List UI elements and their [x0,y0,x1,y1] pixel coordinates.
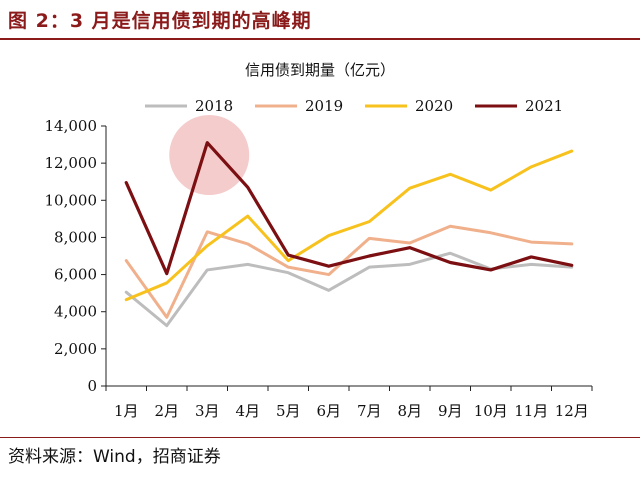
series-line-2021 [124,141,574,276]
x-tick-label: 12月 [555,402,589,420]
x-tick-label: 10月 [474,402,508,420]
x-tick-label: 11月 [514,402,548,420]
x-tick-label: 5月 [276,402,301,420]
x-tick-label: 9月 [438,402,463,420]
x-tick-label: 6月 [316,402,341,420]
figure-title: 图 2：3 月是信用债到期的高峰期 [8,10,312,32]
x-tick-label: 8月 [397,402,422,420]
series-line-2019 [124,224,574,319]
y-tick-label: 4,000 [54,303,97,321]
x-tick-label: 4月 [235,402,260,420]
y-tick-label: 0 [87,377,97,395]
y-tick-label: 10,000 [45,191,98,209]
x-tick-label: 3月 [195,402,220,420]
source-note: 资料来源：Wind，招商证券 [8,447,221,467]
chart-title: 信用债到期量（亿元） [245,61,395,79]
legend-label-2020: 2020 [415,97,453,115]
y-tick-label: 2,000 [54,340,97,358]
legend-label-2019: 2019 [305,97,343,115]
legend-label-2018: 2018 [195,97,233,115]
axes: 0 2,000 4,000 6,000 8,000 10,000 12,000 14,000 1… [45,117,593,420]
y-tick-label: 6,000 [54,266,97,284]
legend: 2018 2019 2020 2021 [145,97,563,115]
x-tick-label: 1月 [114,402,139,420]
title-rule [0,38,640,40]
highlight-layer [169,115,250,195]
source-rule [0,437,640,438]
y-tick-label: 8,000 [54,228,97,246]
x-tick-label: 2月 [154,402,179,420]
highlight-circle [169,115,250,195]
series-line-2020 [124,149,574,302]
y-tick-label: 14,000 [45,117,98,135]
y-tick-label: 12,000 [45,154,98,172]
series-layer [124,141,574,328]
legend-label-2021: 2021 [525,97,563,115]
x-tick-label: 7月 [357,402,382,420]
